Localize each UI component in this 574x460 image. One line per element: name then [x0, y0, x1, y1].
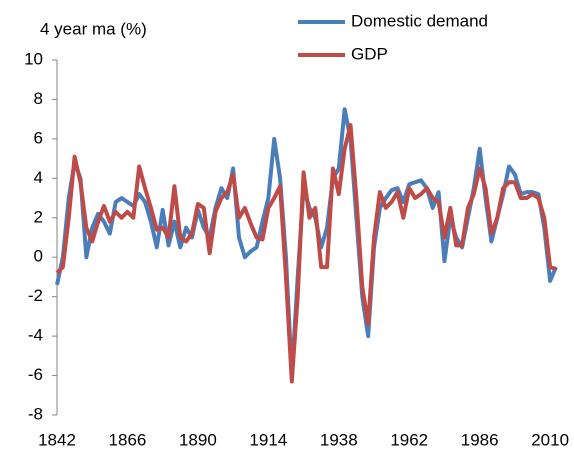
legend-label: GDP — [351, 44, 388, 63]
axis-title: 4 year ma (%) — [40, 19, 147, 38]
x-tick-label: 1866 — [109, 430, 147, 449]
legend-label: Domestic demand — [351, 11, 488, 30]
y-tick-label: 2 — [34, 207, 43, 226]
y-tick-label: -8 — [28, 404, 43, 423]
x-tick-label: 1938 — [320, 430, 358, 449]
x-tick-label: 2010 — [531, 430, 569, 449]
y-tick-label: -4 — [28, 326, 43, 345]
y-tick-label: 4 — [34, 168, 43, 187]
x-tick-label: 1890 — [179, 430, 217, 449]
y-tick-label: 10 — [24, 49, 43, 68]
x-tick-label: 1914 — [249, 430, 287, 449]
data-line — [55, 107, 558, 378]
y-tick-label: -2 — [28, 286, 43, 305]
y-tick-label: 8 — [34, 89, 43, 108]
y-tick-label: -6 — [28, 365, 43, 384]
y-tick-label: 0 — [34, 247, 43, 266]
x-tick-label: 1962 — [390, 430, 428, 449]
x-tick-label: 1986 — [461, 430, 499, 449]
y-tick-label: 6 — [34, 128, 43, 147]
data-line — [55, 123, 557, 384]
x-tick-label: 1842 — [38, 430, 76, 449]
